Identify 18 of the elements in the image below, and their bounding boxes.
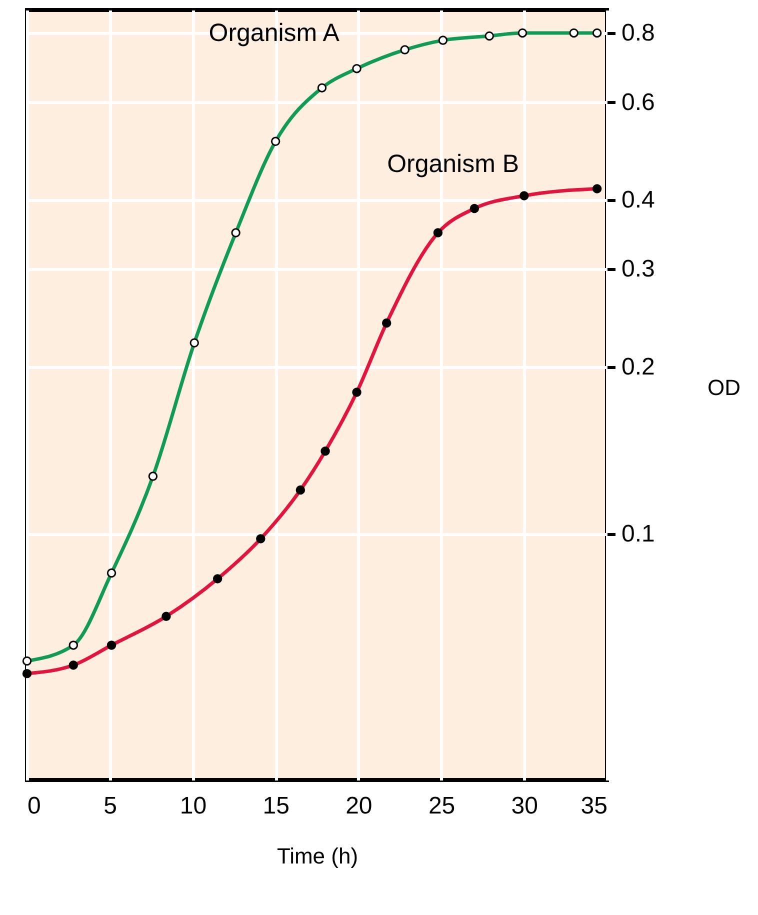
x-tick-label: 30 [511,792,538,820]
series-label: Organism B [387,150,520,178]
y-tick-label: 0.2 [622,353,655,380]
y-tick-label: 0.8 [622,19,655,46]
y-tick-label: 0.6 [622,88,655,116]
y-tick-label: 0.4 [622,186,655,214]
x-tick-label: 5 [104,792,118,820]
y-tick-label: 0.1 [622,520,655,548]
x-tick-label: 35 [580,792,608,820]
x-axis-title: Time (h) [276,844,358,868]
x-tick-label: 25 [428,792,456,820]
x-tick-label: 15 [262,792,290,820]
y-tick-label: 0.3 [622,256,655,283]
x-tick-label: 10 [180,792,207,820]
x-tick-label: 20 [346,792,372,820]
y-axis-title: OD [708,374,740,400]
x-tick-label: 0 [28,792,41,820]
series-label: Organism A [208,18,340,47]
